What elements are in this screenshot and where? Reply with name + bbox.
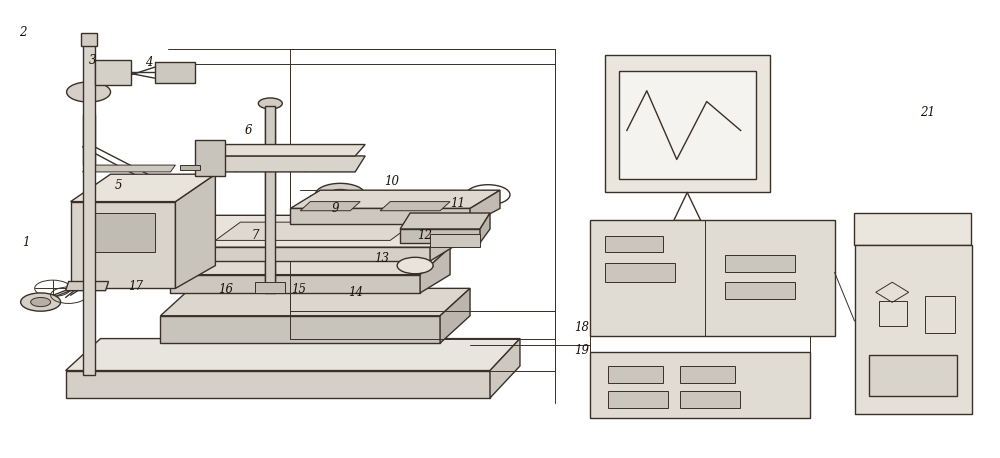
Polygon shape <box>619 71 756 179</box>
Polygon shape <box>380 202 450 211</box>
Text: 1: 1 <box>22 236 29 249</box>
Text: 18: 18 <box>574 321 589 334</box>
Polygon shape <box>180 165 200 169</box>
Polygon shape <box>255 282 285 293</box>
Polygon shape <box>290 190 500 208</box>
Bar <box>869 354 957 396</box>
Text: 9: 9 <box>331 202 339 215</box>
Polygon shape <box>400 229 480 243</box>
Polygon shape <box>66 282 109 291</box>
Bar <box>680 365 735 383</box>
Bar <box>879 301 907 326</box>
Text: 5: 5 <box>115 179 122 192</box>
Polygon shape <box>215 222 415 240</box>
Polygon shape <box>480 213 490 243</box>
Polygon shape <box>855 245 972 414</box>
Text: 13: 13 <box>375 252 390 265</box>
Circle shape <box>258 98 282 109</box>
Polygon shape <box>71 202 175 289</box>
Polygon shape <box>71 174 215 202</box>
Circle shape <box>328 189 352 200</box>
Bar <box>680 391 740 409</box>
Polygon shape <box>440 289 470 343</box>
Bar <box>725 282 795 299</box>
Polygon shape <box>470 190 500 224</box>
Polygon shape <box>175 247 430 261</box>
Circle shape <box>31 298 51 306</box>
Text: 15: 15 <box>291 283 306 296</box>
Bar <box>605 236 663 252</box>
Text: 10: 10 <box>385 174 400 188</box>
Text: 3: 3 <box>89 54 96 66</box>
Bar <box>608 365 663 383</box>
Polygon shape <box>83 42 95 375</box>
Text: 19: 19 <box>574 344 589 356</box>
Polygon shape <box>195 140 225 176</box>
Text: 21: 21 <box>920 106 935 119</box>
Circle shape <box>315 183 365 206</box>
Bar <box>608 391 668 409</box>
Polygon shape <box>175 215 460 247</box>
Polygon shape <box>430 215 460 261</box>
Polygon shape <box>205 145 365 156</box>
Circle shape <box>397 257 433 274</box>
Polygon shape <box>420 247 450 293</box>
Polygon shape <box>66 371 490 398</box>
Polygon shape <box>95 60 131 85</box>
Polygon shape <box>300 202 360 211</box>
Text: 17: 17 <box>128 279 143 293</box>
Polygon shape <box>205 156 365 172</box>
Text: 2: 2 <box>19 26 26 39</box>
Circle shape <box>165 68 185 77</box>
Polygon shape <box>180 275 270 289</box>
Polygon shape <box>91 213 155 252</box>
Polygon shape <box>160 289 470 316</box>
Polygon shape <box>175 174 215 289</box>
Text: 11: 11 <box>451 197 466 210</box>
Circle shape <box>21 293 61 311</box>
Text: 14: 14 <box>348 286 363 300</box>
Polygon shape <box>605 55 770 192</box>
Bar <box>605 263 675 282</box>
Text: 12: 12 <box>418 229 433 242</box>
Polygon shape <box>290 208 470 224</box>
Polygon shape <box>83 165 175 172</box>
Polygon shape <box>590 220 835 336</box>
Polygon shape <box>81 33 97 46</box>
Text: 16: 16 <box>218 283 233 296</box>
Text: 6: 6 <box>245 124 252 137</box>
Polygon shape <box>265 106 275 293</box>
Circle shape <box>157 64 193 81</box>
Bar <box>925 296 955 333</box>
Polygon shape <box>400 213 490 229</box>
Polygon shape <box>160 316 440 343</box>
Polygon shape <box>66 338 520 371</box>
Polygon shape <box>590 352 810 419</box>
Text: 7: 7 <box>252 229 259 242</box>
Polygon shape <box>170 275 420 293</box>
Polygon shape <box>170 247 450 275</box>
Polygon shape <box>490 338 520 398</box>
Text: 4: 4 <box>145 56 152 69</box>
Polygon shape <box>340 275 430 289</box>
Polygon shape <box>430 234 480 247</box>
Circle shape <box>67 82 111 102</box>
Bar <box>725 255 795 273</box>
Polygon shape <box>854 213 971 245</box>
Polygon shape <box>155 62 195 83</box>
